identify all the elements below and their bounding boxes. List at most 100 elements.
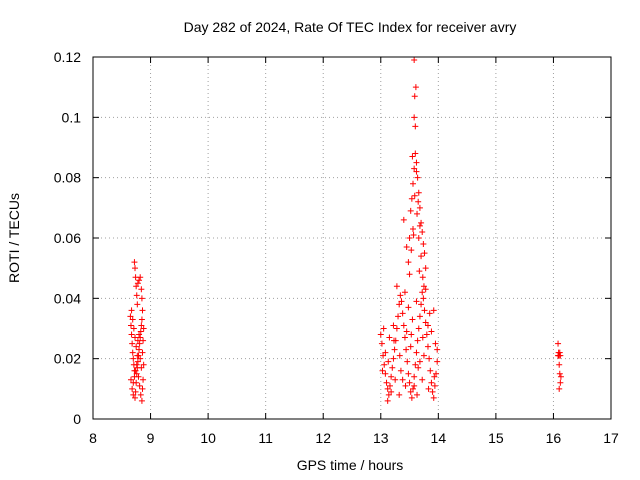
data-point bbox=[388, 388, 395, 395]
data-point bbox=[398, 298, 405, 305]
data-point bbox=[129, 349, 136, 356]
data-point bbox=[403, 328, 410, 335]
data-point bbox=[393, 325, 400, 332]
x-tick-label: 11 bbox=[258, 430, 273, 446]
data-point bbox=[420, 352, 427, 359]
data-point bbox=[414, 337, 421, 344]
data-point bbox=[130, 355, 137, 362]
data-point bbox=[130, 379, 137, 386]
data-point bbox=[385, 358, 392, 365]
data-point bbox=[556, 361, 563, 368]
data-point bbox=[138, 322, 145, 329]
x-tick-label: 13 bbox=[373, 430, 389, 446]
data-point bbox=[421, 250, 428, 257]
data-point bbox=[384, 397, 391, 404]
data-point bbox=[388, 373, 395, 380]
data-points bbox=[127, 57, 564, 404]
data-point bbox=[378, 340, 385, 347]
data-point bbox=[416, 222, 423, 229]
data-point bbox=[406, 235, 413, 241]
data-point bbox=[405, 304, 412, 311]
data-point bbox=[379, 367, 386, 374]
data-point bbox=[430, 394, 437, 401]
data-point bbox=[410, 225, 417, 232]
data-point bbox=[421, 307, 428, 314]
data-point bbox=[403, 244, 410, 251]
data-point bbox=[557, 373, 564, 380]
data-point bbox=[128, 331, 135, 338]
data-point bbox=[407, 388, 414, 395]
data-point bbox=[556, 352, 563, 359]
data-point bbox=[132, 334, 139, 341]
y-tick-label: 0.04 bbox=[54, 290, 81, 306]
data-point bbox=[403, 346, 410, 353]
data-point bbox=[131, 259, 138, 266]
data-point bbox=[416, 204, 423, 211]
data-point bbox=[127, 376, 134, 383]
data-point bbox=[411, 165, 418, 172]
data-point bbox=[556, 385, 563, 392]
data-point bbox=[138, 295, 145, 302]
data-point bbox=[419, 289, 426, 296]
data-point bbox=[557, 379, 564, 386]
data-point bbox=[418, 219, 425, 226]
data-point bbox=[129, 316, 136, 323]
x-axis-ticks: 8 9 10 11 12 13 14 15 16 17 bbox=[89, 57, 619, 446]
data-point bbox=[130, 325, 137, 332]
data-point bbox=[137, 274, 144, 281]
data-point bbox=[133, 283, 140, 290]
data-point bbox=[139, 349, 146, 356]
data-point bbox=[128, 307, 135, 314]
data-point bbox=[415, 189, 422, 196]
data-point bbox=[399, 310, 406, 317]
data-point bbox=[137, 328, 144, 335]
y-axis-ticks: 0 0.02 0.04 0.06 0.08 0.1 0.12 bbox=[54, 49, 611, 427]
data-point bbox=[395, 313, 402, 320]
data-point bbox=[381, 361, 388, 368]
data-point bbox=[410, 385, 417, 392]
data-point bbox=[422, 286, 429, 293]
data-point bbox=[431, 382, 438, 389]
data-point bbox=[136, 277, 143, 284]
data-point bbox=[382, 370, 389, 377]
data-point bbox=[137, 355, 144, 362]
data-point bbox=[556, 370, 563, 377]
data-point bbox=[428, 379, 435, 386]
data-point bbox=[402, 382, 409, 389]
x-tick-label: 10 bbox=[200, 430, 216, 446]
data-point bbox=[133, 370, 140, 377]
data-point bbox=[385, 391, 392, 398]
data-point bbox=[410, 180, 417, 187]
data-point bbox=[140, 337, 147, 344]
y-tick-label: 0.1 bbox=[62, 109, 82, 125]
data-point bbox=[412, 84, 419, 91]
data-point bbox=[413, 298, 420, 305]
data-point bbox=[416, 268, 423, 275]
data-point bbox=[411, 57, 418, 64]
x-tick-label: 15 bbox=[488, 430, 504, 446]
data-point bbox=[389, 364, 396, 371]
data-point bbox=[134, 280, 141, 287]
data-point bbox=[400, 322, 407, 329]
data-point bbox=[377, 331, 384, 338]
data-point bbox=[390, 355, 397, 362]
data-point bbox=[140, 361, 147, 368]
data-point bbox=[396, 352, 403, 359]
data-point bbox=[134, 352, 141, 359]
data-point bbox=[132, 394, 139, 401]
data-point bbox=[134, 337, 141, 344]
data-point bbox=[428, 328, 435, 335]
data-point bbox=[422, 319, 429, 326]
data-point bbox=[386, 334, 393, 341]
x-tick-label: 14 bbox=[431, 430, 447, 446]
data-point bbox=[137, 391, 144, 398]
data-point bbox=[140, 325, 147, 332]
data-point bbox=[426, 355, 433, 362]
data-point bbox=[129, 385, 136, 392]
y-axis-label: ROTI / TECUs bbox=[6, 193, 22, 283]
data-point bbox=[400, 216, 407, 223]
data-point bbox=[397, 367, 404, 374]
data-point bbox=[134, 358, 141, 365]
x-tick-label: 8 bbox=[89, 430, 97, 446]
data-point bbox=[396, 391, 403, 398]
